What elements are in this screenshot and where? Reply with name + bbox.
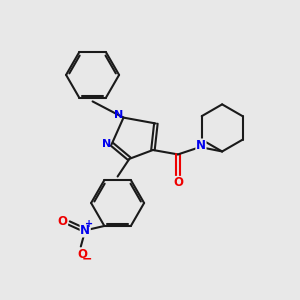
Text: −: − — [82, 252, 92, 266]
Text: N: N — [196, 139, 206, 152]
Text: O: O — [58, 215, 68, 228]
Text: +: + — [85, 219, 93, 229]
Text: O: O — [77, 248, 87, 261]
Text: N: N — [80, 224, 90, 237]
Text: N: N — [102, 139, 111, 149]
Text: N: N — [115, 110, 124, 120]
Text: O: O — [173, 176, 183, 190]
